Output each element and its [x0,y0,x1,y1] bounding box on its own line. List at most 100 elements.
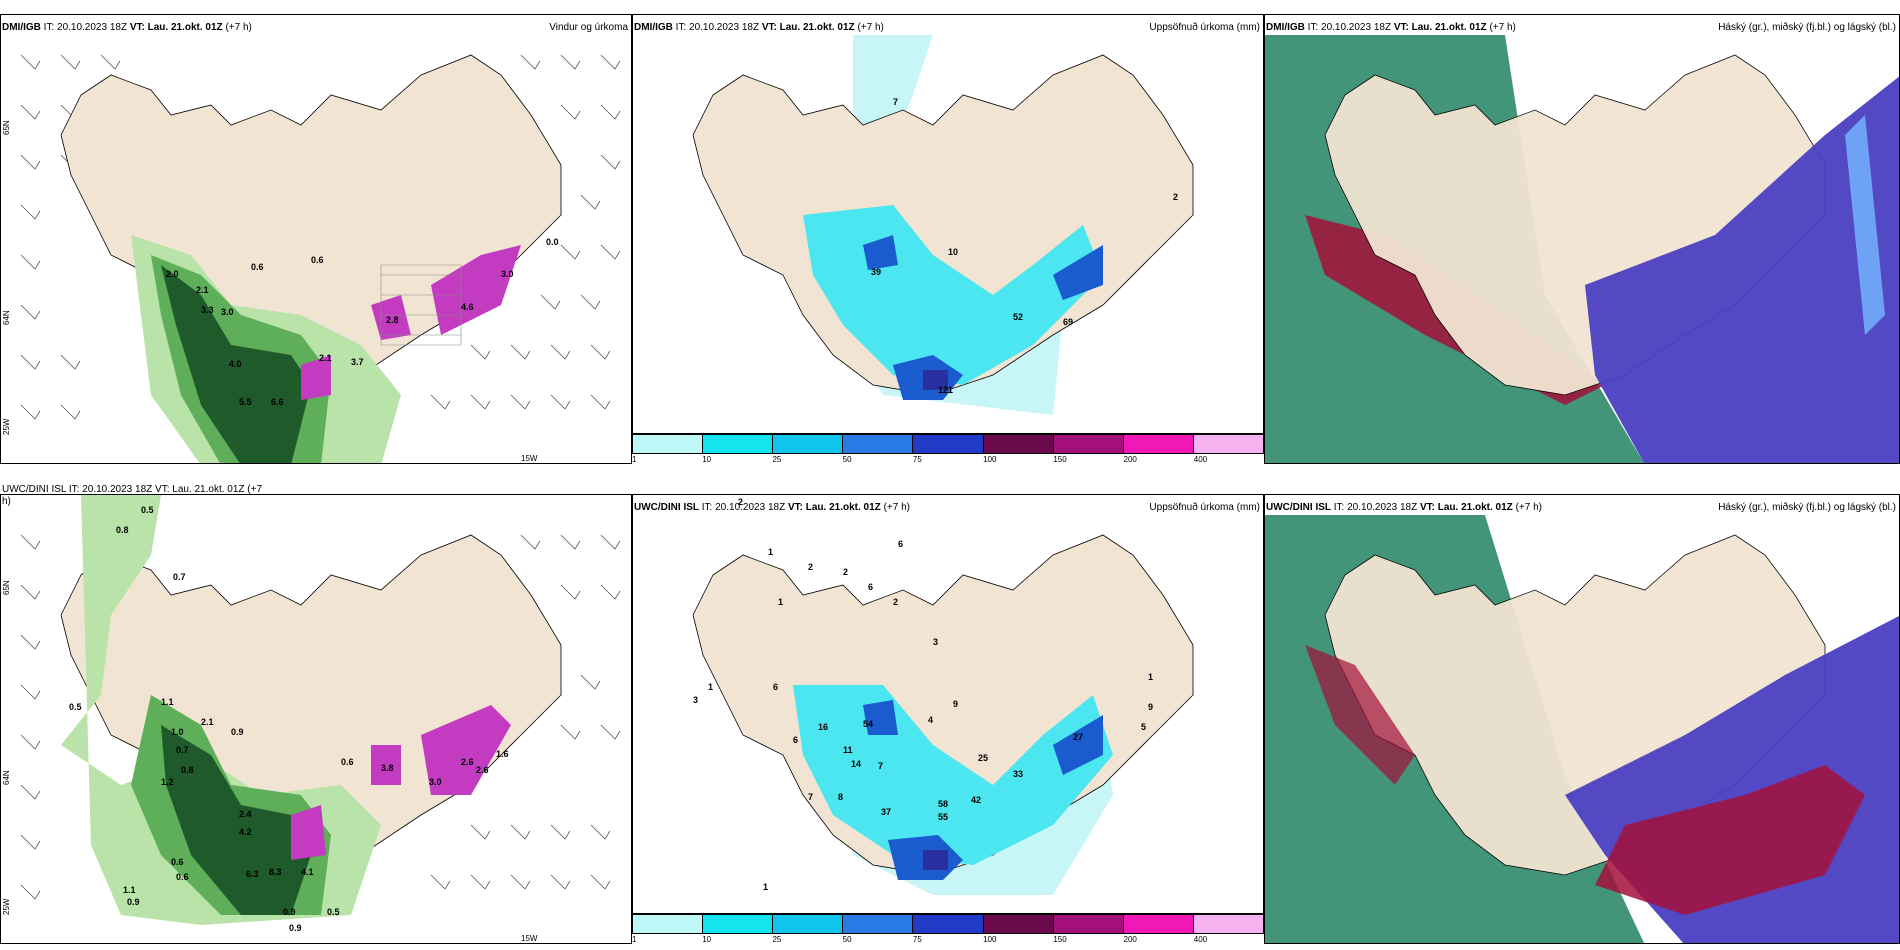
wind-precip-map: 2.0 2.1 3.3 3.0 4.0 5.5 6.6 3.7 2.1 2.8 … [1,15,631,463]
precip-label: 2.1 [196,285,209,295]
colorbar-segment [773,915,844,933]
precip-label: 0.7 [176,745,189,755]
cloud-blue-streak [1845,115,1885,335]
precip-green-dark [161,725,311,915]
colorbar-segment [633,915,704,933]
precip-navy [923,850,948,870]
precip-label: 0.9 [289,923,302,933]
colorbar-tick: 100 [983,935,997,944]
lat-label: 64N [2,770,11,785]
colorbar-segment [1123,915,1194,933]
lead-time: (+7 h) [1489,22,1516,33]
precip-label: 1.1 [123,885,136,895]
precip-label: 3.3 [201,305,214,315]
cloud-high-red [1595,765,1865,915]
init-time: IT: 20.10.2023 18Z [1307,22,1392,33]
precip-label: 1.2 [161,777,174,787]
colorbar-tick: 400 [1193,935,1208,944]
precip-label: 0.8 [181,765,194,775]
valid-time: VT: Lau. 21.okt. 01Z [1393,22,1487,33]
colorbar-tick: 200 [1123,455,1137,464]
map-frame [1264,494,1900,944]
panel-header: DMI/IGB IT: 20.10.2023 18Z VT: Lau. 21.o… [634,22,884,33]
precip-magenta [301,245,521,400]
precip-label: 5.5 [239,397,252,407]
field-title: Uppsöfnuð úrkoma (mm) [1149,22,1260,33]
precip-label: 0.5 [327,907,340,917]
colorbar-segment [913,915,984,933]
precip-label: 4.0 [229,359,242,369]
init-time: IT: 20.10.2023 18Z [43,22,128,33]
precip-label: 55 [938,812,948,822]
colorbar-segment [843,915,914,933]
precip-label: 6 [793,735,798,745]
precip-label: 69 [1063,317,1073,327]
lon-label: 15W [521,454,538,463]
precip-label: 0.5 [141,505,154,515]
precip-label: 6 [868,582,873,592]
precip-label: 8.3 [269,867,282,877]
precip-label: 33 [1013,769,1023,779]
partial-header-tail: h) [2,496,11,507]
precip-label: 3.8 [381,763,394,773]
colorbar-segment [843,435,914,453]
panel-clouds-uwc: UWC/DINI ISL IT: 20.10.2023 18Z VT: Lau.… [1264,494,1900,944]
colorbar-tick: 400 [1193,455,1208,464]
precip-label: 2 [738,497,743,507]
panel-header: UWC/DINI ISL IT: 20.10.2023 18Z VT: Lau.… [1266,502,1542,513]
wind-precip-map: 0.8 0.5 0.7 0.5 1.1 1.0 0.7 0.8 1.2 2.1 … [1,495,631,943]
panel-header-partial: UWC/DINI ISL IT: 20.10.2023 18Z VT: Lau.… [2,484,262,495]
colorbar-tick: 200 [1123,935,1137,944]
precip-label: 54 [863,719,873,729]
precip-label: 1 [778,597,783,607]
lat-label: 65N [2,580,11,595]
colorbar-segment [773,435,844,453]
lat-label: 64N [2,310,11,325]
lead-time: (+7 h) [857,22,884,33]
colorbar-segment [913,435,984,453]
precip-label: 3.0 [429,777,442,787]
colorbar-tick: 150 [1053,455,1067,464]
precip-label: 2.0 [166,269,179,279]
colorbar-tick: 50 [842,935,852,944]
valid-time: VT: Lau. 21.okt. 01Z [1419,502,1513,513]
model-name: UWC/DINI ISL [1266,502,1331,513]
lon-label: 25W [2,418,11,435]
precip-label: 0.6 [176,872,189,882]
map-frame: 2 6 1 2 2 6 1 2 3 1 3 6 16 54 4 9 11 14 … [632,494,1264,914]
map-frame [1264,14,1900,464]
colorbar-tick: 50 [842,455,852,464]
colorbar-tick: 75 [912,455,922,464]
panel-header: DMI/IGB IT: 20.10.2023 18Z VT: Lau. 21.o… [2,22,252,33]
field-title: Háský (gr.), miðský (fj.bl.) og lágský (… [1718,502,1896,513]
precip-label: 52 [1013,312,1023,322]
colorbar-tick: 1 [632,935,637,944]
panel-header-tail: h) [2,496,11,507]
colorbar-segment [1123,435,1194,453]
map-frame: 2.0 2.1 3.3 3.0 4.0 5.5 6.6 3.7 2.1 2.8 … [0,14,632,464]
lead-time: (+7 h) [1515,502,1542,513]
init-time: IT: 20.10.2023 18Z [701,502,786,513]
valid-time: VT: Lau. 21.okt. 01Z [761,22,855,33]
precip-label: 121 [938,385,953,395]
precip-label: 0.0 [546,237,559,247]
precip-label: 0.9 [283,907,296,917]
precip-label: 3 [933,637,938,647]
precip-label: 9 [953,699,958,709]
lead-time: (+7 h) [225,22,252,33]
colorbar-labels: 1 10 25 50 75 100 150 200 400 [632,935,1264,944]
colorbar-tick: 1 [632,455,637,464]
field-title: Vindur og úrkoma [549,22,628,33]
wind-barbs [20,54,621,420]
precip-label: 0.6 [341,757,354,767]
precip-label: 9 [1148,702,1153,712]
precip-label: 7 [878,761,883,771]
hatched-area [380,264,462,346]
valid-time: VT: Lau. 21.okt. 01Z [787,502,881,513]
precip-green-dark [161,265,311,463]
precip-label: 0.8 [116,525,129,535]
precip-label: 6 [898,539,903,549]
precip-label: 4.2 [239,827,252,837]
model-name: DMI/IGB [1266,22,1305,33]
lon-label: 15W [521,934,538,943]
